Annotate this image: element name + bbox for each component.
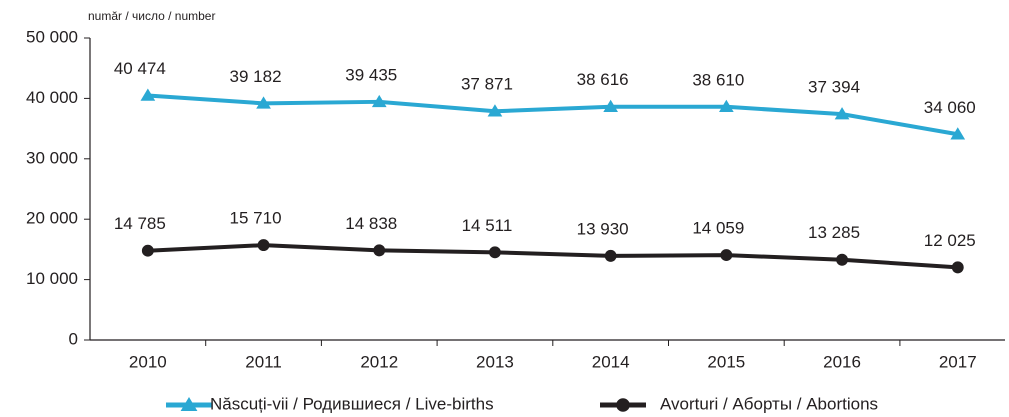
data-label: 14 511 — [462, 216, 513, 235]
marker — [720, 249, 733, 262]
data-label: 40 474 — [114, 59, 166, 78]
x-tick-label: 2016 — [823, 352, 861, 371]
marker — [371, 94, 387, 108]
data-label: 13 285 — [808, 223, 860, 242]
x-tick-label: 2017 — [939, 352, 977, 371]
data-label: 38 610 — [692, 70, 744, 89]
marker — [951, 261, 964, 274]
marker — [836, 253, 848, 266]
marker — [603, 99, 618, 113]
y-tick-label: 40 000 — [26, 88, 78, 107]
x-tick-label: 2010 — [129, 352, 167, 371]
marker — [616, 398, 630, 412]
y-tick-label: 50 000 — [26, 27, 78, 46]
marker — [719, 99, 734, 113]
marker — [257, 239, 270, 252]
y-axis-label: număr / число / number — [88, 9, 215, 23]
x-tick-label: 2012 — [360, 352, 398, 371]
series-line — [147, 243, 958, 270]
x-tick-label: 2013 — [476, 352, 514, 371]
marker — [604, 249, 617, 262]
data-label: 15 710 — [230, 209, 282, 228]
y-tick-label: 0 — [69, 329, 78, 348]
data-label: 39 435 — [345, 65, 397, 84]
marker — [950, 127, 966, 140]
x-tick-label: 2015 — [707, 352, 745, 371]
y-tick-label: 10 000 — [26, 269, 78, 288]
marker — [180, 397, 198, 411]
data-label: 12 025 — [924, 231, 976, 250]
marker — [256, 96, 271, 109]
marker — [140, 88, 156, 101]
legend-label: Avorturi / Аборты / Abortions — [660, 394, 878, 413]
y-tick-label: 30 000 — [26, 148, 78, 167]
marker — [487, 104, 503, 117]
marker — [834, 107, 850, 120]
marker — [373, 244, 386, 257]
data-label: 39 182 — [230, 67, 282, 86]
data-label: 38 616 — [577, 70, 629, 89]
data-label: 37 871 — [461, 75, 513, 94]
series-line — [147, 93, 959, 137]
data-label: 14 059 — [692, 219, 744, 238]
x-tick-label: 2014 — [592, 352, 630, 371]
data-label: 37 394 — [808, 78, 860, 97]
legend-label: Născuți-vii / Родившиеся / Live-births — [210, 394, 494, 413]
marker — [141, 244, 154, 257]
x-tick-label: 2011 — [245, 352, 282, 371]
data-label: 14 785 — [114, 214, 166, 233]
data-label: 14 838 — [345, 214, 397, 233]
marker — [489, 246, 501, 259]
data-label: 34 060 — [924, 98, 976, 117]
y-tick-label: 20 000 — [26, 209, 78, 228]
data-label: 13 930 — [577, 219, 629, 238]
